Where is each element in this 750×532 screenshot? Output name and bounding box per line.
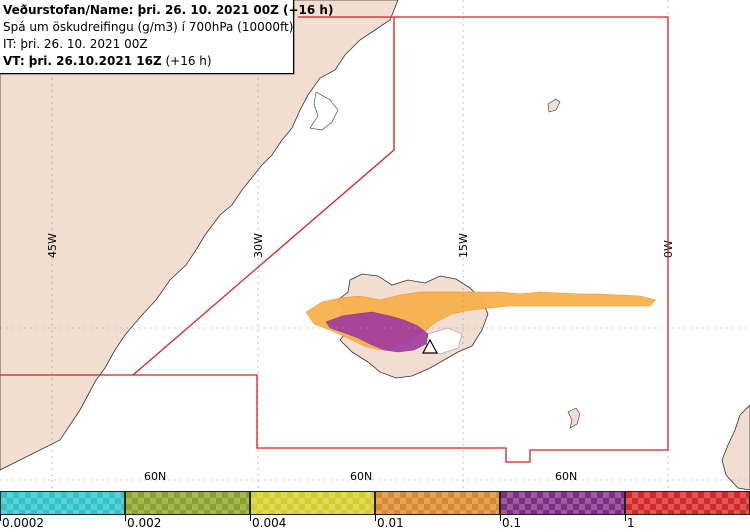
legend-swatch-0 bbox=[0, 491, 125, 515]
greenland-fjord bbox=[309, 91, 339, 131]
lon-label-45w: 45W bbox=[46, 233, 59, 258]
legend-tick-3 bbox=[375, 515, 376, 521]
volcano-triangle-icon bbox=[421, 338, 439, 354]
faroe-islands bbox=[567, 407, 581, 429]
lon-label-15w: 15W bbox=[457, 233, 470, 258]
info-valid-time: VT: þri. 26.10.2021 16Z (+16 h) bbox=[3, 53, 290, 70]
lat-label-60n-3: 60N bbox=[555, 470, 577, 483]
legend-label-5: 1 bbox=[627, 516, 635, 530]
legend-swatch-4 bbox=[500, 491, 625, 515]
info-issue-time: IT: þri. 26. 10. 2021 00Z bbox=[3, 37, 148, 51]
ash-forecast-map: 45W 30W 15W 0W 60N 60N 60N bbox=[0, 0, 750, 490]
legend-swatch-1 bbox=[125, 491, 250, 515]
info-title: Veðurstofan/Name: þri. 26. 10. 2021 00Z … bbox=[3, 3, 334, 17]
norway-coast bbox=[721, 404, 750, 490]
legend-tick-1 bbox=[125, 515, 126, 521]
greenland-landmass bbox=[0, 0, 399, 471]
concentration-legend: 0.0002 0.002 0.004 0.01 0.1 1 bbox=[0, 490, 750, 532]
legend-swatch-2 bbox=[250, 491, 375, 515]
legend-tick-0 bbox=[0, 515, 1, 521]
jan-mayen-island bbox=[547, 98, 561, 113]
lat-label-60n-1: 60N bbox=[144, 470, 166, 483]
valid-time-bold: VT: þri. 26.10.2021 16Z bbox=[3, 54, 162, 68]
legend-label-1: 0.002 bbox=[127, 516, 162, 530]
valid-time-offset: (+16 h) bbox=[165, 54, 212, 68]
legend-tick-2 bbox=[250, 515, 251, 521]
legend-label-0: 0.0002 bbox=[2, 516, 44, 530]
legend-swatch-5 bbox=[625, 491, 750, 515]
legend-label-4: 0.1 bbox=[502, 516, 522, 530]
legend-swatch-3 bbox=[375, 491, 500, 515]
fir-boundary bbox=[0, 16, 669, 463]
legend-tick-5 bbox=[625, 515, 626, 521]
forecast-info-box: Veðurstofan/Name: þri. 26. 10. 2021 00Z … bbox=[0, 0, 334, 74]
ash-plume-core bbox=[325, 311, 429, 353]
legend-label-3: 0.01 bbox=[377, 516, 404, 530]
lon-label-30w: 30W bbox=[252, 233, 265, 258]
legend-label-2: 0.004 bbox=[252, 516, 287, 530]
lat-label-60n-2: 60N bbox=[350, 470, 372, 483]
info-description: Spá um öskudreifingu (g/m3) í 700hPa (10… bbox=[3, 20, 294, 34]
legend-tick-4 bbox=[500, 515, 501, 521]
